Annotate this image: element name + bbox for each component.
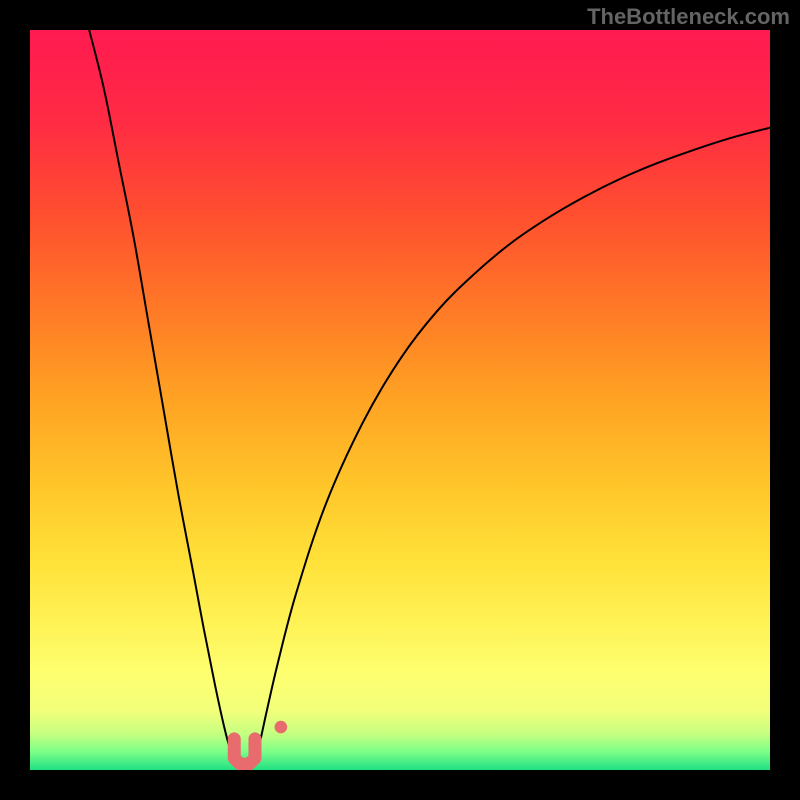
bottom-dot-mark	[275, 721, 288, 734]
chart-container: TheBottleneck.com	[0, 0, 800, 800]
bottleneck-chart	[30, 30, 770, 770]
chart-background	[30, 30, 770, 770]
watermark-text: TheBottleneck.com	[587, 4, 790, 30]
